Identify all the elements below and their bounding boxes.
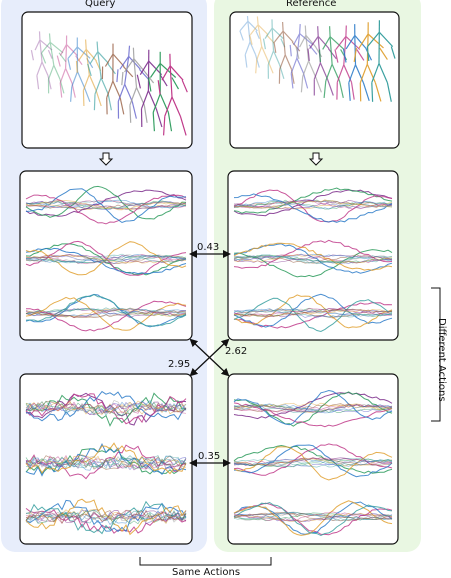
skeleton-bone [300,24,301,33]
same-actions-label: Same Actions [172,568,240,578]
same-actions-bracket [140,557,271,565]
skeleton-bone [283,22,284,31]
distance-label-query-top-reference-bottom: 2.95 [168,360,190,370]
skeleton-bone [94,94,95,110]
skeleton-bone [318,26,319,36]
distance-label-reference-top-query-bottom: 2.62 [225,347,247,357]
skeleton-bone [257,16,258,24]
skeleton-bone [86,40,87,50]
skeleton-bone [83,90,84,106]
skeleton-bone [372,83,373,102]
skeleton-bone [330,26,331,37]
different-actions-label: Different Actions [436,318,446,402]
skeleton-bone [129,46,130,57]
query-skeleton-box [22,12,192,148]
distance-label-query-bottom-reference-bottom: 0.35 [198,452,220,462]
skeleton-bone [97,42,98,52]
distance-label-query-top-reference-top: 0.43 [197,243,219,253]
skeleton-bone [50,33,51,42]
reference-column-title: Reference [286,0,336,9]
skeleton-bone [133,48,134,59]
skeleton-bone [77,61,78,73]
skeleton-bone [305,26,306,36]
query-column-title: Query [85,0,115,9]
skeleton-bone [130,105,131,123]
